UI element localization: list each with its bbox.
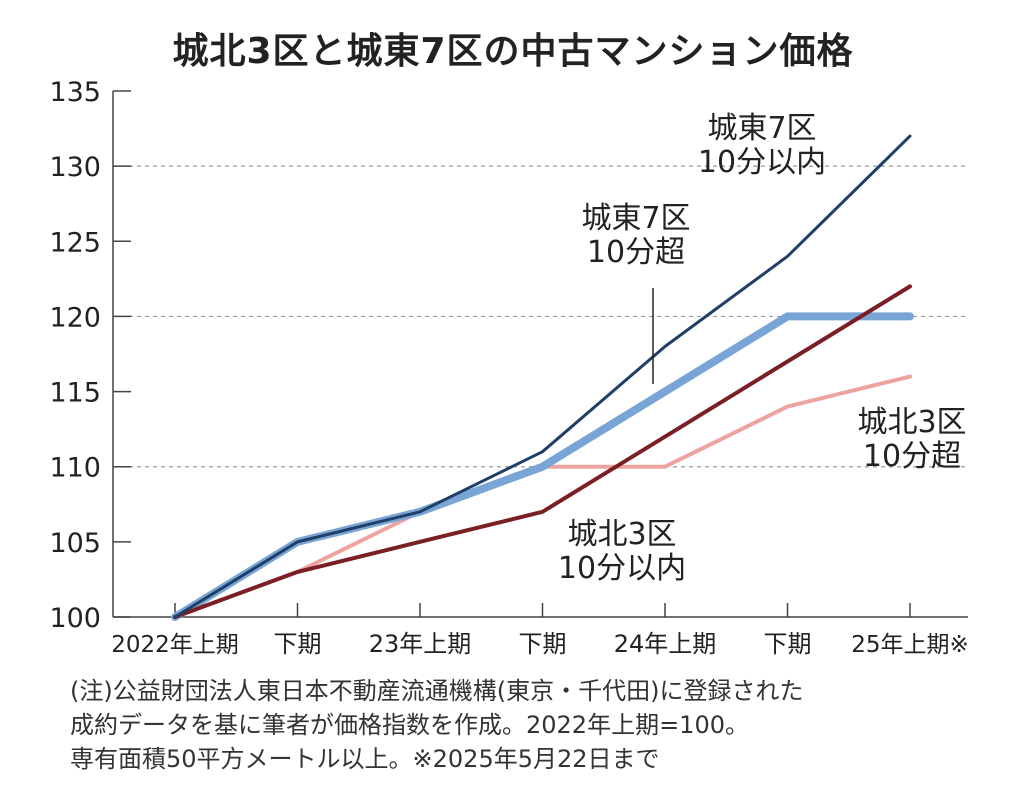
y-tick-label: 105 (49, 528, 101, 559)
y-tick-label: 135 (49, 77, 101, 108)
x-tick-label: 下期 (519, 630, 567, 658)
series-label: 10分以内 (698, 145, 826, 180)
series-label: 城東7区 (707, 111, 816, 146)
y-tick-label: 115 (49, 378, 101, 409)
y-tick-label: 120 (49, 302, 101, 333)
series-label: 城北3区 (857, 405, 966, 440)
series-label: 10分以内 (558, 551, 686, 586)
note-line: 成約データを基に筆者が価格指数を作成。2022年上期=100。 (70, 711, 749, 739)
series-label: 10分超 (863, 439, 961, 474)
axis-layer: 100 105 110 115 120 125 130 135 2022年上期 下期 23年上期 下期… (49, 77, 968, 658)
x-tick-label: 下期 (274, 630, 322, 658)
series-line (171, 312, 914, 621)
chart-title: 城北3区と城東7区の中古マンション価格 (172, 31, 854, 72)
series-line (173, 284, 912, 619)
y-tick-label: 110 (49, 453, 101, 484)
y-tick-label: 130 (49, 152, 101, 183)
note-line: 専有面積50平方メートル以上。※2025年5月22日まで (70, 745, 660, 773)
y-tick-label: 125 (49, 227, 101, 258)
series-layer (171, 134, 914, 621)
series-label: 城東7区 (581, 201, 690, 236)
note-line: (注)公益財団法人東日本不動産流通機構(東京・千代田)に登録された (70, 677, 804, 705)
series-label: 城北3区 (567, 517, 676, 552)
x-tick-label: 25年上期※ (851, 632, 969, 658)
x-tick-label: 23年上期 (369, 630, 472, 658)
x-tick-label: 下期 (764, 630, 812, 658)
y-tick-label: 100 (49, 603, 101, 634)
x-tick-label: 24年上期 (614, 630, 717, 658)
chart-notes: (注)公益財団法人東日本不動産流通機構(東京・千代田)に登録された 成約データを… (70, 674, 1010, 776)
series-line (173, 134, 912, 619)
series-line (173, 374, 912, 619)
series-label: 10分超 (587, 235, 685, 270)
x-tick-label: 2022年上期 (111, 632, 239, 658)
